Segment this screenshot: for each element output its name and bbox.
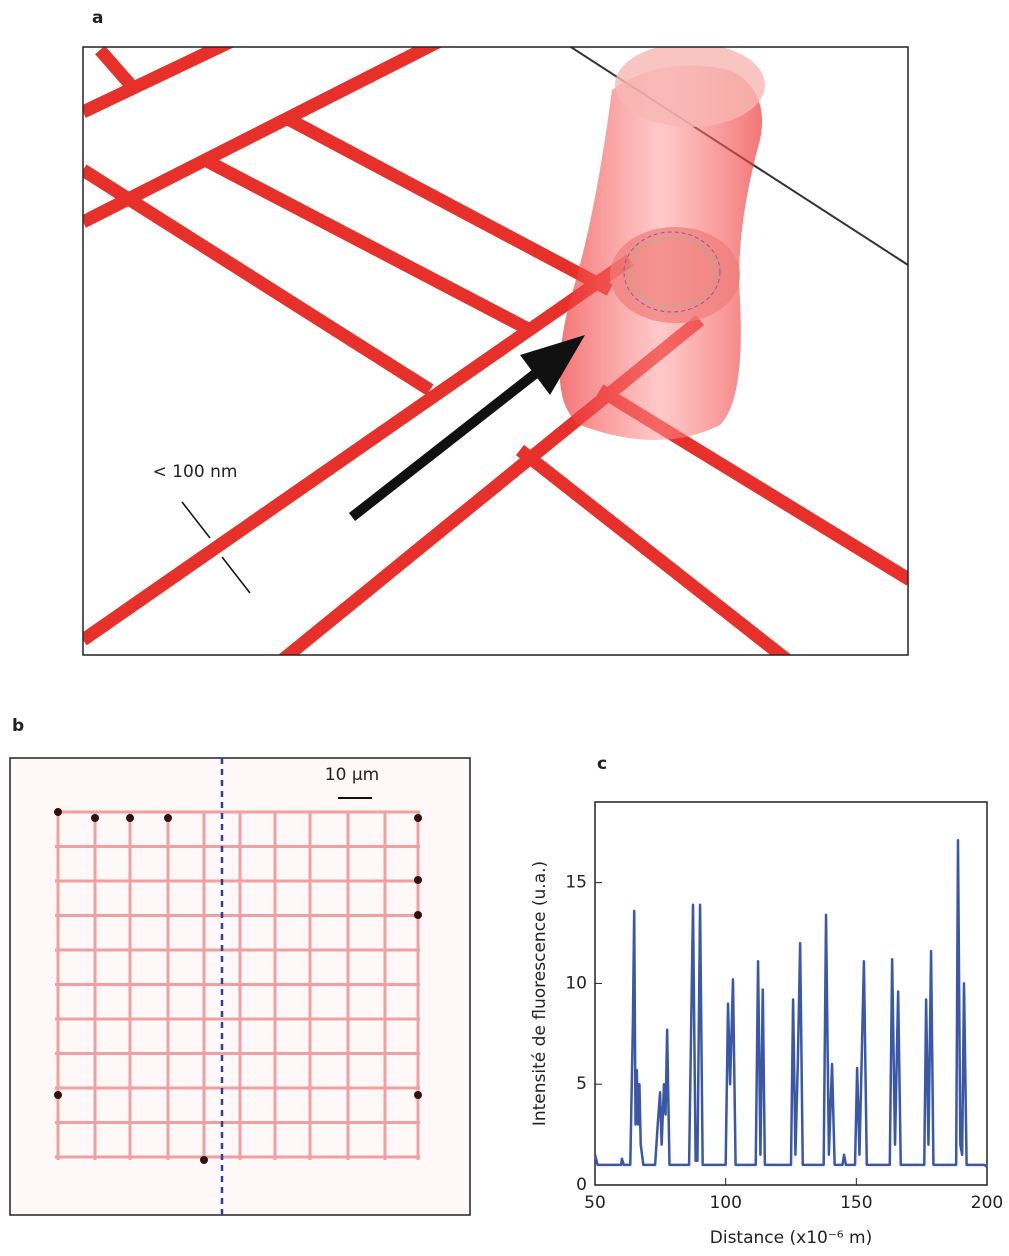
y-tick-label: 10 — [565, 973, 587, 993]
y-tick-label: 5 — [576, 1074, 587, 1094]
micrograph-grid — [54, 808, 422, 1164]
x-tick-label: 150 — [840, 1193, 872, 1213]
x-tick-label: 50 — [584, 1193, 606, 1213]
dot — [414, 1091, 422, 1099]
dot — [91, 814, 99, 822]
x-tick-label: 100 — [709, 1193, 741, 1213]
x-axis-label: Distance (x10⁻⁶ m) — [710, 1228, 872, 1248]
panel-label: b — [12, 716, 24, 736]
dot — [54, 808, 62, 816]
data-line — [593, 839, 988, 1168]
annotation: < 100 nm — [153, 462, 238, 482]
y-tick-label: 15 — [565, 873, 587, 893]
x-tick-label: 200 — [971, 1193, 1003, 1213]
scale-bar-label: 10 µm — [325, 765, 379, 785]
dot — [414, 876, 422, 884]
dot — [54, 1091, 62, 1099]
dot — [200, 1156, 208, 1164]
panel-label: a — [92, 8, 103, 28]
dot — [414, 911, 422, 919]
dot — [126, 814, 134, 822]
y-tick-label: 0 — [576, 1175, 587, 1195]
plot-frame — [594, 801, 988, 1186]
dot — [164, 814, 172, 822]
panel-frame — [82, 46, 909, 656]
panel-label: c — [597, 754, 607, 774]
illustration — [83, 47, 908, 655]
dot — [414, 814, 422, 822]
y-axis-label: Intensité de fluorescence (u.a.) — [530, 861, 550, 1126]
